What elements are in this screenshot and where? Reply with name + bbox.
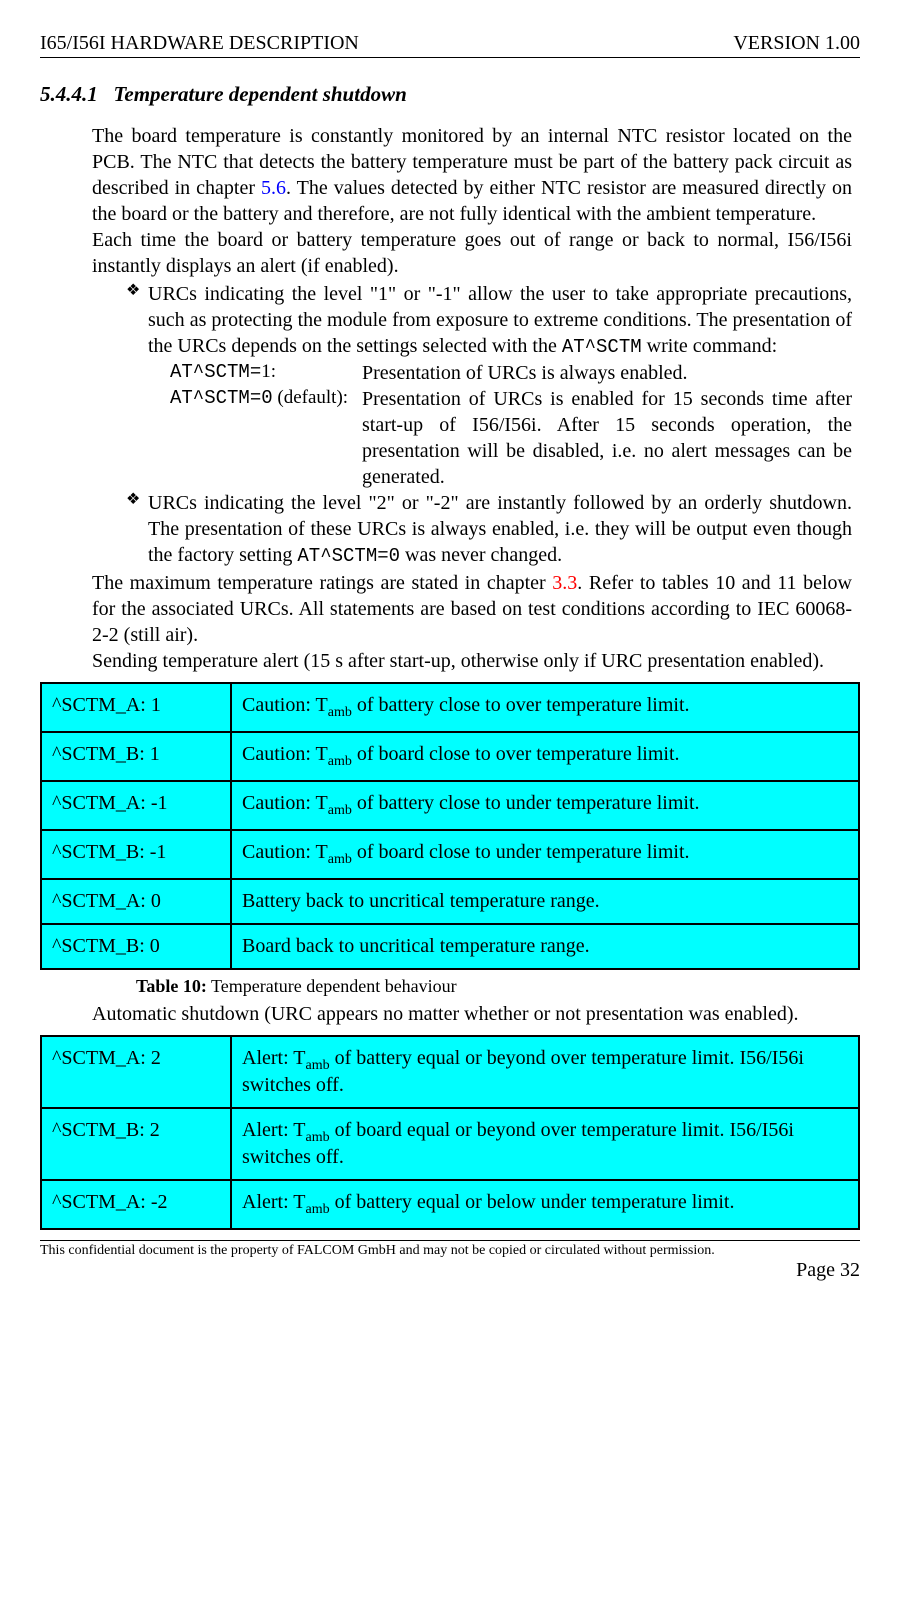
- table-row: ^SCTM_A: 0Battery back to uncritical tem…: [41, 879, 859, 924]
- page-header: I65/I56I HARDWARE DESCRIPTION VERSION 1.…: [40, 32, 860, 55]
- page-number: Page 32: [40, 1259, 860, 1282]
- urc-desc: Caution: Tamb of board close to under te…: [231, 830, 859, 879]
- urc-desc: Board back to uncritical temperature ran…: [231, 924, 859, 969]
- at-row: AT^SCTM=0 (default): Presentation of URC…: [170, 386, 852, 490]
- para4: Sending temperature alert (15 s after st…: [92, 648, 852, 674]
- urc-desc: Alert: Tamb of battery equal or beyond o…: [231, 1036, 859, 1108]
- urc-code: ^SCTM_A: -2: [41, 1180, 231, 1229]
- caption-label: Table 10:: [136, 976, 207, 996]
- urc-code: ^SCTM_A: 1: [41, 683, 231, 732]
- section-number: 5.4.4.1: [40, 82, 98, 106]
- urc-desc: Alert: Tamb of board equal or beyond ove…: [231, 1108, 859, 1180]
- bullet-list: ❖ URCs indicating the level "1" or "-1" …: [126, 281, 852, 568]
- at2-suffix: (default):: [273, 387, 348, 408]
- table-10-caption: Table 10: Temperature dependent behaviou…: [136, 976, 860, 997]
- bullet-text: URCs indicating the level "2" or "-2" ar…: [148, 490, 852, 569]
- caption-text: Temperature dependent behaviour: [207, 976, 457, 996]
- para3-a: The maximum temperature ratings are stat…: [92, 572, 552, 594]
- bullet-item: ❖ URCs indicating the level "1" or "-1" …: [126, 281, 852, 490]
- table-row: ^SCTM_B: 1Caution: Tamb of board close t…: [41, 732, 859, 781]
- section-heading: 5.4.4.1 Temperature dependent shutdown: [40, 82, 860, 107]
- bullet1-cmd: AT^SCTM: [562, 336, 642, 358]
- bullet-text: URCs indicating the level "1" or "-1" al…: [148, 281, 852, 490]
- at-desc: Presentation of URCs is enabled for 15 s…: [362, 386, 852, 490]
- at-row: AT^SCTM=1: Presentation of URCs is alway…: [170, 360, 852, 386]
- at1-suffix: 1:: [261, 361, 276, 382]
- table-row: ^SCTM_B: -1Caution: Tamb of board close …: [41, 830, 859, 879]
- urc-code: ^SCTM_B: 1: [41, 732, 231, 781]
- bullet-mark: ❖: [126, 281, 148, 490]
- para5: Automatic shutdown (URC appears no matte…: [92, 1001, 852, 1027]
- urc-code: ^SCTM_A: 2: [41, 1036, 231, 1108]
- urc-code: ^SCTM_B: 0: [41, 924, 231, 969]
- table-11: ^SCTM_A: 2Alert: Tamb of battery equal o…: [40, 1035, 860, 1230]
- bullet2-cmd: AT^SCTM=0: [297, 545, 400, 567]
- header-right: VERSION 1.00: [733, 32, 860, 55]
- footer-rule: [40, 1240, 860, 1241]
- at-desc: Presentation of URCs is always enabled.: [362, 360, 852, 386]
- table-row: ^SCTM_B: 2Alert: Tamb of board equal or …: [41, 1108, 859, 1180]
- urc-desc: Alert: Tamb of battery equal or below un…: [231, 1180, 859, 1229]
- urc-code: ^SCTM_A: 0: [41, 879, 231, 924]
- para1: The board temperature is constantly moni…: [92, 123, 852, 227]
- urc-code: ^SCTM_A: -1: [41, 781, 231, 830]
- urc-code: ^SCTM_B: -1: [41, 830, 231, 879]
- table-row: ^SCTM_A: 2Alert: Tamb of battery equal o…: [41, 1036, 859, 1108]
- table-10: ^SCTM_A: 1Caution: Tamb of battery close…: [40, 682, 860, 970]
- at-label: AT^SCTM=0 (default):: [170, 386, 362, 490]
- at-label: AT^SCTM=1:: [170, 360, 362, 386]
- footer-notice: This confidential document is the proper…: [40, 1243, 860, 1259]
- bullet-mark: ❖: [126, 490, 148, 569]
- urc-desc: Caution: Tamb of battery close to over t…: [231, 683, 859, 732]
- at2-label: AT^SCTM=0: [170, 387, 273, 409]
- urc-desc: Battery back to uncritical temperature r…: [231, 879, 859, 924]
- section-title: Temperature dependent shutdown: [114, 82, 407, 106]
- urc-desc: Caution: Tamb of battery close to under …: [231, 781, 859, 830]
- table-row: ^SCTM_A: 1Caution: Tamb of battery close…: [41, 683, 859, 732]
- bullet2-b: was never changed.: [400, 544, 562, 566]
- table-row: ^SCTM_A: -2Alert: Tamb of battery equal …: [41, 1180, 859, 1229]
- bullet1-b: write command:: [642, 335, 778, 357]
- urc-code: ^SCTM_B: 2: [41, 1108, 231, 1180]
- cross-ref-5-6[interactable]: 5.6: [261, 177, 286, 199]
- para2: Each time the board or battery temperatu…: [92, 227, 852, 279]
- header-left: I65/I56I HARDWARE DESCRIPTION: [40, 32, 359, 55]
- para3: The maximum temperature ratings are stat…: [92, 570, 852, 648]
- urc-desc: Caution: Tamb of board close to over tem…: [231, 732, 859, 781]
- body: The board temperature is constantly moni…: [92, 123, 852, 674]
- at1-label: AT^SCTM=: [170, 361, 261, 383]
- table-row: ^SCTM_A: -1Caution: Tamb of battery clos…: [41, 781, 859, 830]
- header-rule: [40, 57, 860, 58]
- table-row: ^SCTM_B: 0Board back to uncritical tempe…: [41, 924, 859, 969]
- bullet-item: ❖ URCs indicating the level "2" or "-2" …: [126, 490, 852, 569]
- cross-ref-3-3[interactable]: 3.3: [552, 572, 577, 594]
